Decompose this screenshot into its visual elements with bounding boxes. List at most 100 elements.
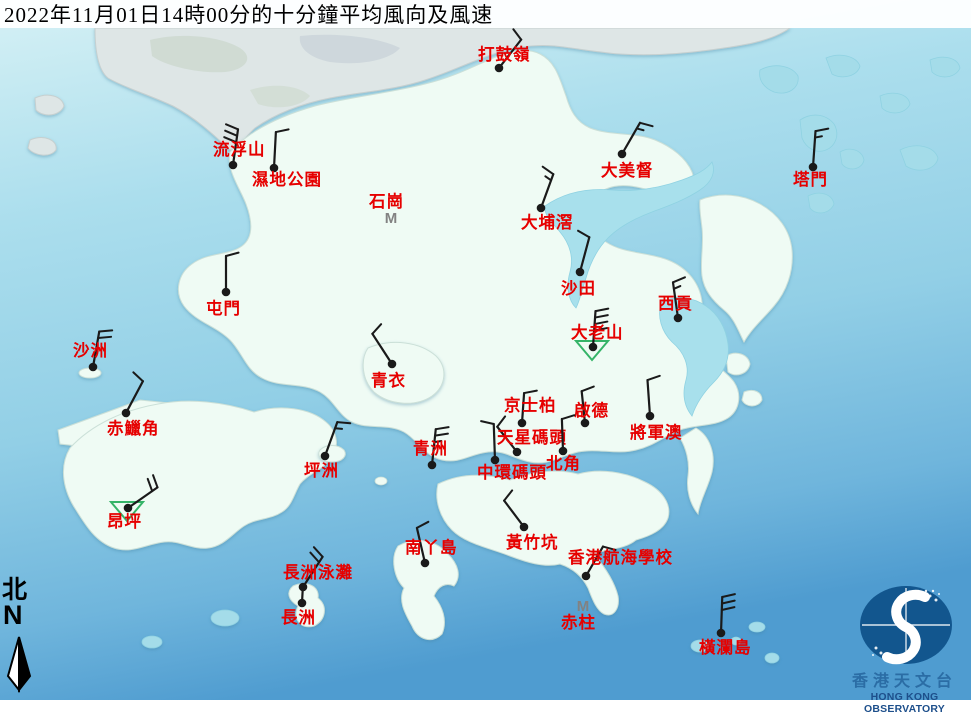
station-label: 天星碼頭 (497, 428, 567, 447)
station-label: 打鼓嶺 (478, 44, 531, 64)
station-kings-park: 京士柏 (504, 389, 556, 428)
gust-triangle-icon (108, 501, 146, 523)
station-sai-kung: 西貢 (658, 276, 692, 323)
station-star-ferry-pier: 天星碼頭 (496, 415, 567, 457)
station-chek-lap-kok: 赤鱲角 (107, 371, 159, 438)
station-label: 長洲泳灘 (283, 562, 353, 582)
station-label: 青衣 (371, 370, 406, 390)
wind-barb-half-feather (544, 175, 553, 182)
station-sha-tin: 沙田 (561, 229, 596, 298)
wind-barb-feather (560, 414, 576, 421)
inner-waters (544, 161, 729, 417)
wind-barb-feather (434, 426, 450, 431)
wind-barb-half-feather (635, 127, 645, 132)
station-tseung-kwan-o: 將軍澳 (630, 374, 683, 442)
station-label: 昂坪 (107, 512, 142, 531)
wind-barb-feather (602, 545, 617, 551)
station-tai-mei-tuk: 大美督 (601, 121, 654, 180)
station-label: 濕地公園 (252, 169, 322, 189)
station-stanley: M赤柱 (561, 598, 595, 632)
station-peng-chau: 坪洲 (304, 421, 352, 480)
wind-barb-staff (580, 390, 587, 425)
wind-barb-feather (274, 128, 290, 134)
wind-barb-staff (503, 499, 526, 529)
wind-barb-feather (97, 335, 113, 339)
wind-barb-staff (497, 38, 523, 70)
station-label: 流浮山 (213, 139, 266, 159)
wind-barb-feather (336, 421, 352, 425)
station-dot (519, 522, 529, 532)
station-label: 中環碼頭 (477, 462, 547, 482)
station-dot (228, 160, 238, 170)
station-lau-fau-shan: 流浮山 (213, 123, 266, 170)
station-sha-chau: 沙洲 (73, 329, 114, 372)
wind-barb-feather (225, 251, 240, 257)
wind-barb-feather (639, 121, 654, 128)
wind-barb-feather (371, 323, 383, 335)
station-dot (558, 446, 568, 456)
station-cheung-chau: 長洲 (281, 584, 315, 627)
wind-barb-staff (646, 378, 652, 418)
wind-barb-feather (593, 327, 608, 332)
wind-barb-feather (132, 371, 144, 383)
station-label: 橫瀾島 (699, 637, 752, 657)
station-dot (320, 451, 330, 461)
station-north-point: 北角 (546, 414, 580, 473)
wind-barb-feather (541, 165, 555, 176)
station-ngong-ping: 昂坪 (107, 474, 159, 531)
wind-barb-feather (98, 329, 114, 333)
station-wong-chuk-hang: 黃竹坑 (503, 489, 559, 552)
station-wetland-park: 濕地公園 (252, 128, 322, 189)
station-hk-sea-school: 香港航海學校 (568, 545, 672, 581)
station-tsing-yi: 青衣 (371, 323, 406, 390)
wind-barb-feather (523, 389, 538, 395)
station-dot (617, 149, 627, 159)
station-dot (581, 571, 591, 581)
station-label: 南丫島 (405, 537, 458, 557)
station-label: 大美督 (601, 160, 654, 180)
station-dot (88, 362, 98, 372)
station-lamma-island: 南丫島 (405, 520, 458, 568)
wind-barb-feather (146, 477, 154, 493)
northeast-islands (759, 54, 961, 214)
wind-barb-staff (371, 332, 394, 366)
station-tates-cairn: 大老山 (571, 307, 623, 362)
hong-kong-island (436, 470, 670, 616)
missing-data-marker: M (385, 210, 398, 227)
station-dot (588, 342, 598, 352)
wind-barb-feather (434, 432, 449, 437)
station-tai-po-kau: 大埔滘 (521, 165, 574, 232)
station-dot (297, 598, 307, 608)
wind-barb-half-feather (334, 427, 344, 430)
wind-barb-staff (124, 380, 145, 415)
station-label: 黃竹坑 (505, 532, 559, 552)
station-dot (645, 411, 655, 421)
gust-triangle-icon (573, 340, 611, 362)
wind-barb-feather (224, 129, 239, 137)
station-dot (575, 267, 585, 277)
wind-barb-feather (312, 546, 324, 558)
wind-barb-feather (580, 385, 595, 393)
wind-barb-feather (646, 374, 661, 382)
station-dot (221, 287, 231, 297)
station-green-island: 青洲 (413, 426, 450, 470)
compass: 北 N (2, 578, 42, 629)
wind-barb-half-feather (433, 440, 443, 444)
station-label: 大埔滘 (521, 212, 574, 232)
station-central-pier: 中環碼頭 (477, 420, 547, 482)
wind-barb-half-feather (672, 285, 682, 290)
wind-barb-feather (594, 314, 609, 319)
hko-logo-chinese: 香港天文台 (851, 673, 957, 690)
station-label: 坪洲 (304, 461, 339, 480)
station-dot (808, 162, 818, 172)
title-bar: 2022年11月01日14時00分的十分鐘平均風向及風速 (0, 0, 971, 28)
station-label: 啟德 (574, 400, 609, 420)
station-label: 將軍澳 (630, 422, 683, 442)
station-dot (427, 460, 437, 470)
missing-data-marker: M (577, 598, 590, 615)
station-dot (512, 447, 522, 457)
station-label: 沙田 (561, 279, 596, 298)
wind-barb-feather (721, 593, 736, 599)
